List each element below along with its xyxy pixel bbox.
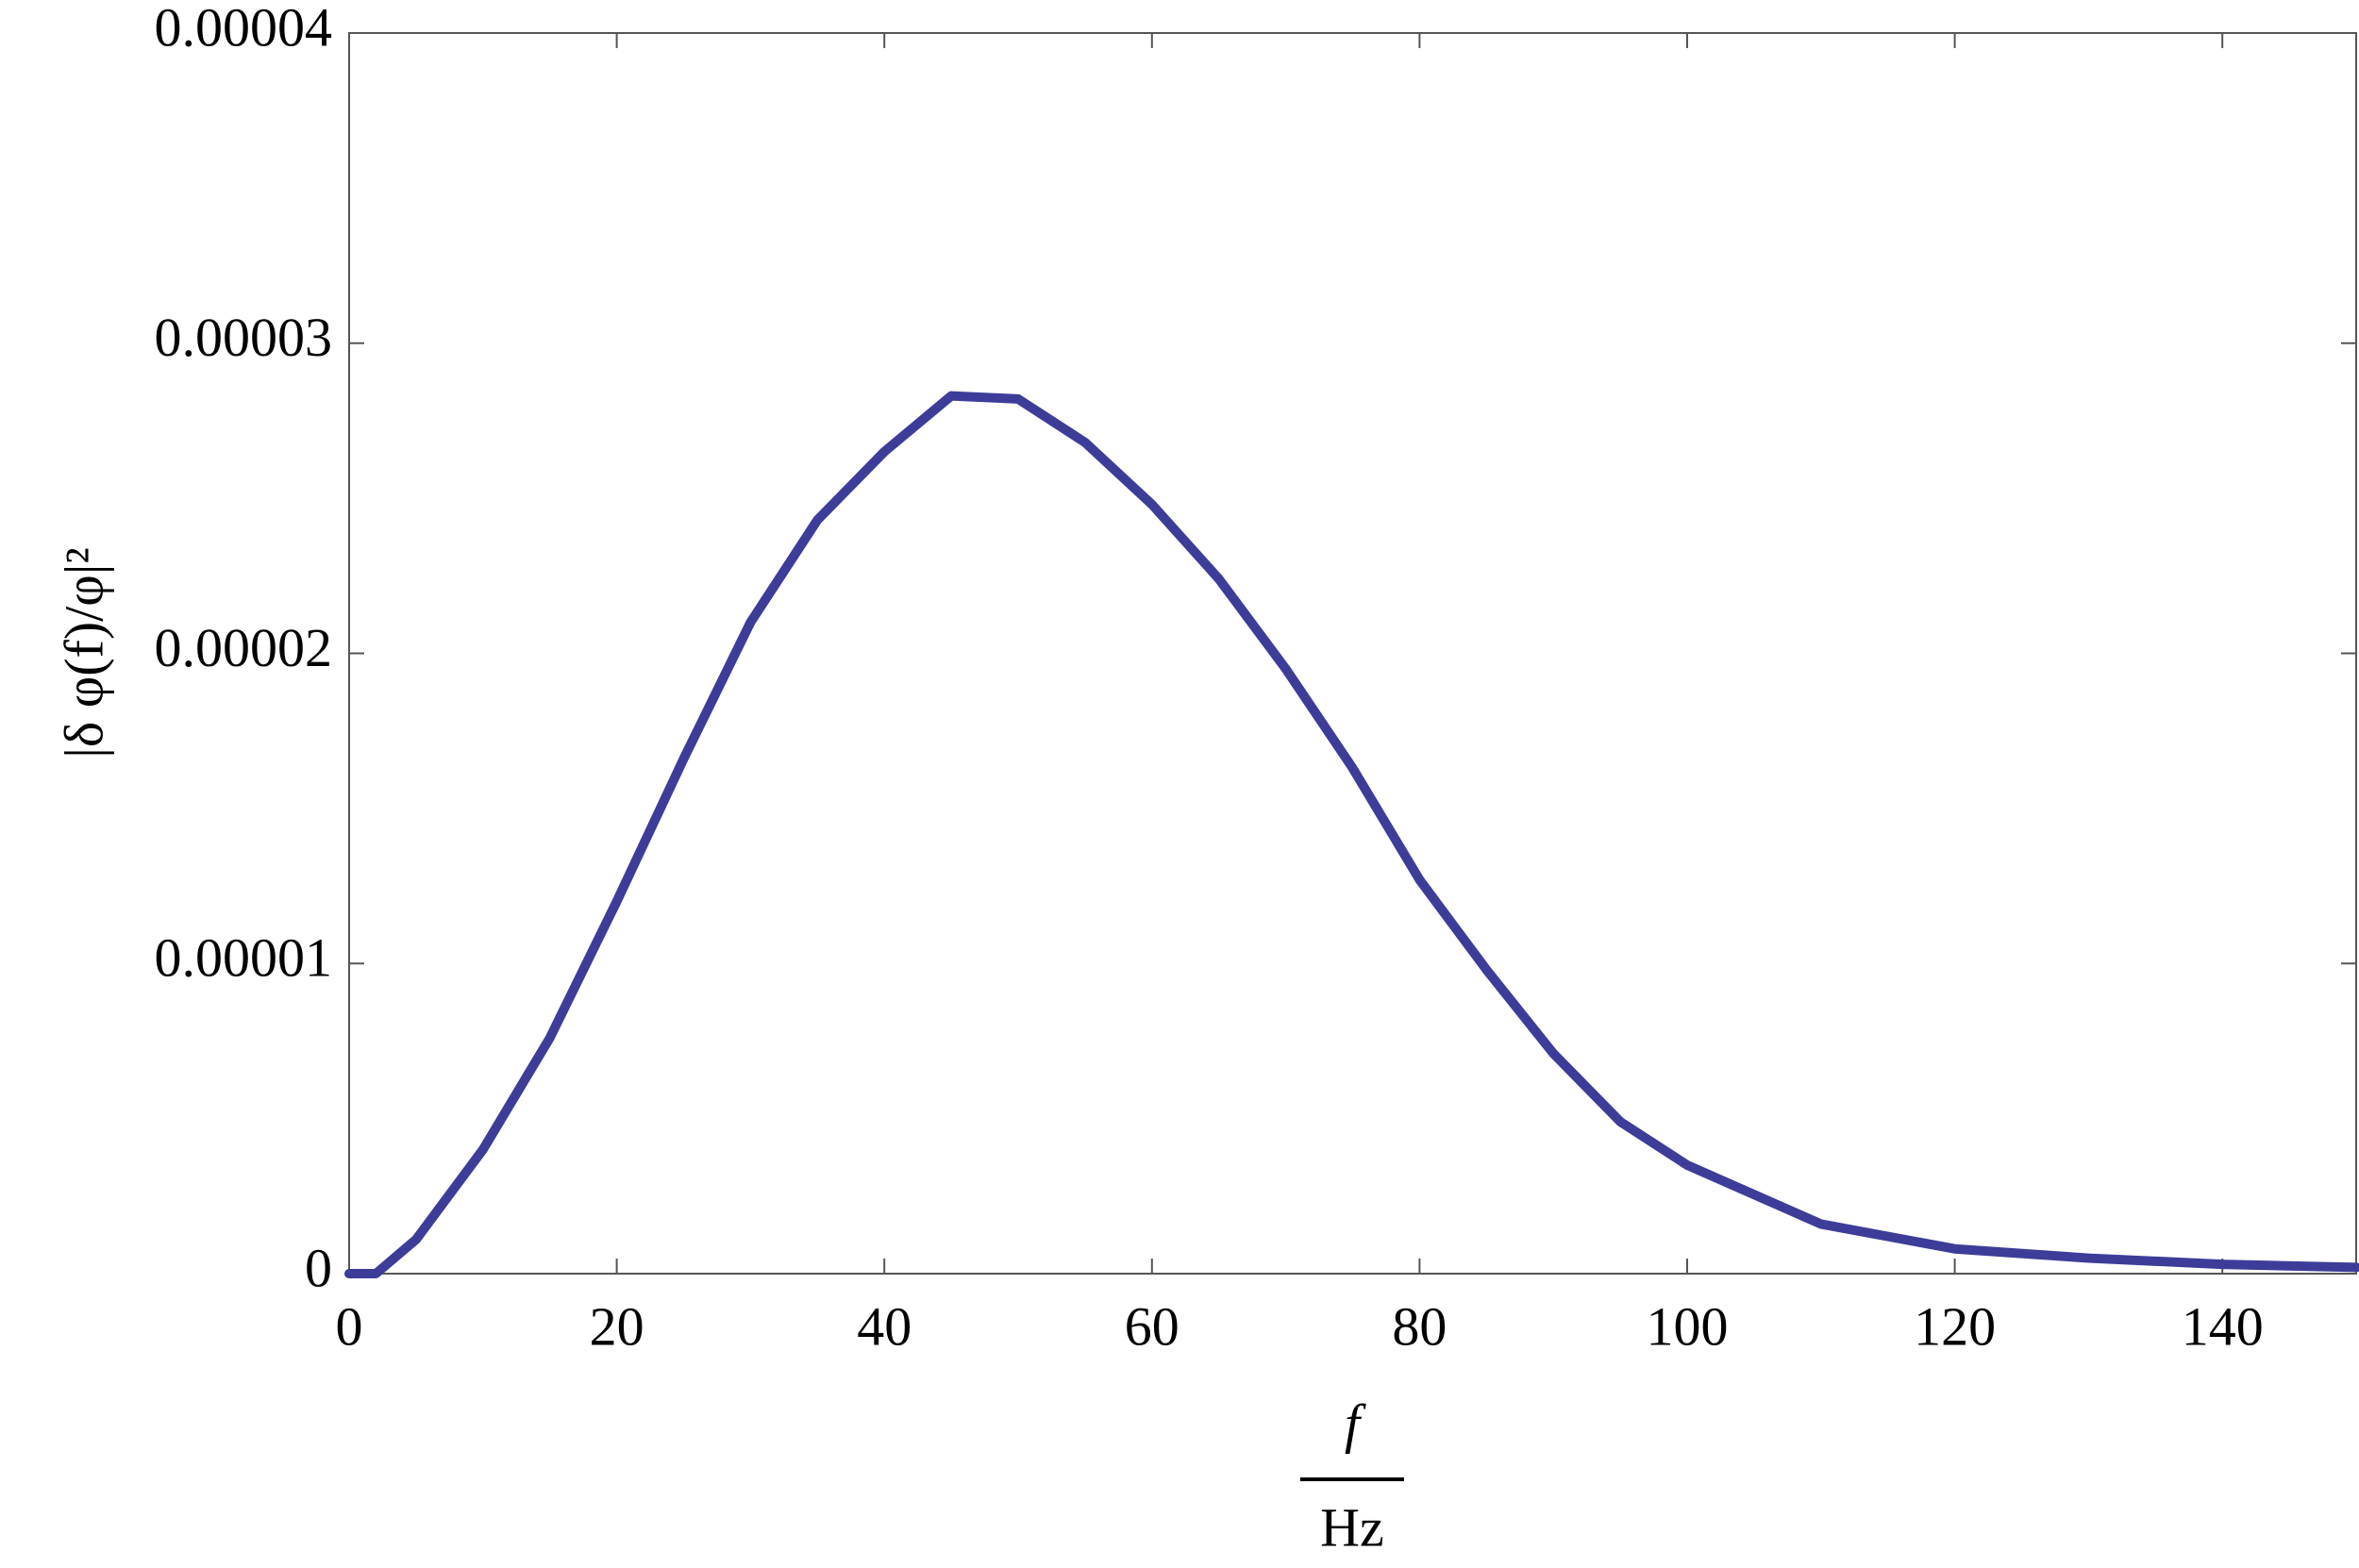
x-tick-label: 0 — [336, 1295, 363, 1357]
x-axis-label-denominator: Hz — [1320, 1496, 1384, 1558]
plot-frame — [348, 32, 2357, 1275]
x-tick-label: 20 — [590, 1295, 644, 1357]
y-tick-label: 0.00002 — [155, 617, 333, 678]
y-tick-label: 0 — [305, 1237, 332, 1298]
x-axis-label-numerator: f — [1345, 1393, 1366, 1454]
x-tick-label: 120 — [1914, 1295, 1996, 1357]
y-axis-label: |δ φ(f)/φ|² — [53, 547, 114, 758]
y-tick-label: 0.00003 — [155, 307, 333, 368]
x-tick-label: 40 — [857, 1295, 912, 1357]
data-line — [344, 391, 2359, 1278]
x-tick-label: 80 — [1392, 1295, 1447, 1357]
x-tick-label: 100 — [1647, 1295, 1729, 1357]
x-tick-label: 140 — [2182, 1295, 2264, 1357]
y-tick-label: 0.00004 — [155, 0, 333, 58]
y-tick-label: 0.00001 — [155, 927, 333, 989]
x-tick-label: 60 — [1125, 1295, 1180, 1357]
